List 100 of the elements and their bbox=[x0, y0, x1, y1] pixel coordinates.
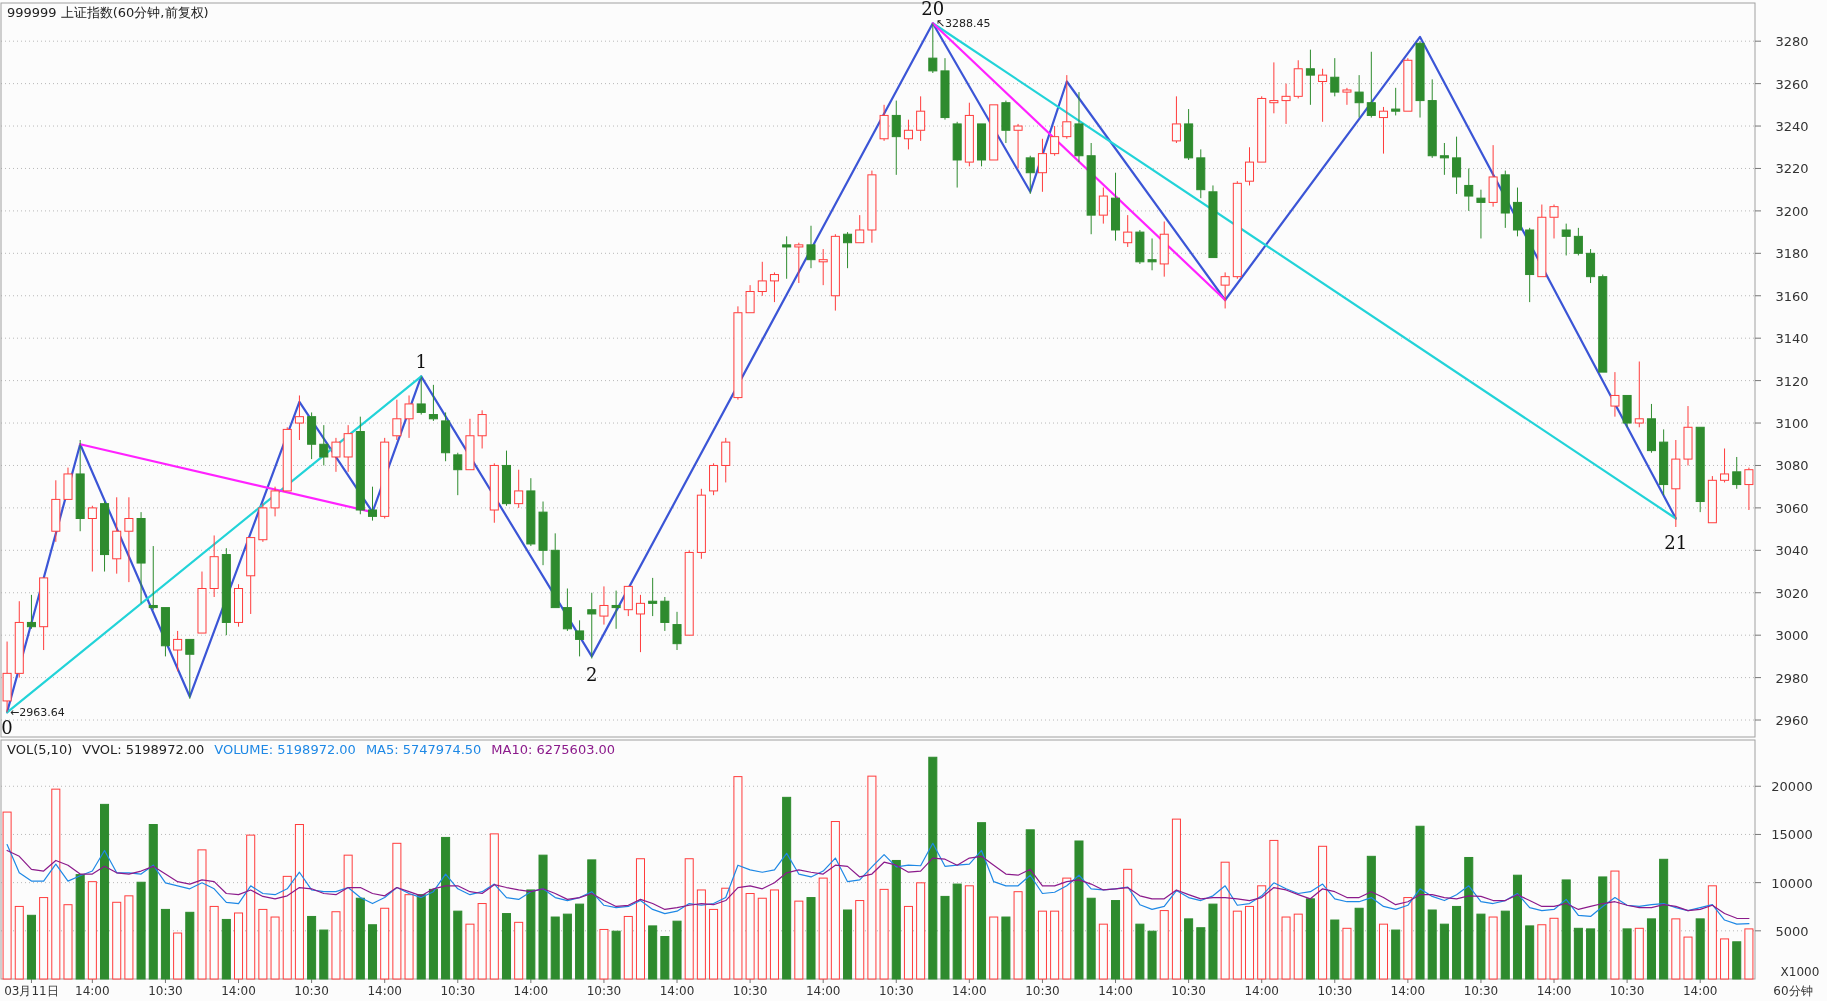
annotation: 1 bbox=[415, 351, 427, 373]
bar bbox=[879, 888, 889, 980]
bar bbox=[1415, 825, 1425, 980]
bar bbox=[1695, 918, 1705, 980]
bar bbox=[1171, 818, 1181, 980]
bar bbox=[124, 895, 134, 980]
bar bbox=[1257, 885, 1267, 980]
bar bbox=[660, 936, 670, 980]
bar bbox=[623, 915, 633, 980]
bar bbox=[1573, 927, 1583, 980]
text: MA10: 6275603.00 bbox=[491, 742, 616, 757]
annotation: 0 bbox=[1, 717, 13, 739]
x-tick-label: 14:00 bbox=[1390, 984, 1426, 998]
bar bbox=[1293, 913, 1303, 980]
x-tick-label: 14:00 bbox=[1244, 984, 1279, 998]
bar bbox=[611, 930, 621, 980]
bar bbox=[1098, 923, 1108, 980]
bar bbox=[75, 874, 85, 980]
y-tick-label: 3140 bbox=[1775, 331, 1809, 347]
bar bbox=[355, 897, 365, 980]
bar bbox=[1610, 870, 1620, 980]
annotation: 20 bbox=[921, 0, 945, 20]
bar bbox=[1135, 923, 1145, 980]
bar bbox=[855, 900, 865, 980]
bar bbox=[964, 885, 974, 980]
bar bbox=[441, 836, 451, 980]
bar bbox=[1683, 936, 1693, 980]
chart-title: VOL(5,10) bbox=[7, 742, 73, 757]
bar bbox=[1659, 858, 1669, 980]
annotation: 2 bbox=[586, 663, 598, 685]
bar bbox=[185, 911, 195, 980]
bar bbox=[806, 897, 816, 980]
bar bbox=[1318, 845, 1328, 980]
bar bbox=[343, 854, 353, 980]
bar bbox=[221, 918, 231, 980]
y-tick-label: 3180 bbox=[1775, 246, 1809, 262]
bar bbox=[709, 908, 719, 980]
x-tick-label: 14:00 bbox=[367, 984, 402, 998]
y-tick-label: 15000 bbox=[1771, 827, 1813, 843]
bar bbox=[818, 877, 828, 980]
bar bbox=[891, 859, 901, 980]
x-tick-label: 14:00 bbox=[805, 984, 841, 998]
bar bbox=[1013, 891, 1023, 980]
bar bbox=[112, 901, 122, 980]
bar bbox=[672, 920, 682, 980]
annotation: ←2963.64 bbox=[10, 706, 65, 720]
bar bbox=[1464, 856, 1474, 980]
bar bbox=[867, 775, 877, 980]
bar bbox=[1184, 918, 1194, 980]
bar bbox=[1561, 879, 1571, 980]
bar bbox=[1147, 930, 1157, 980]
bar bbox=[1720, 938, 1730, 980]
bar bbox=[282, 875, 292, 980]
bar bbox=[830, 821, 840, 980]
y-tick-label: 10000 bbox=[1771, 875, 1813, 891]
bar bbox=[1074, 840, 1084, 980]
bar bbox=[270, 916, 280, 980]
x-tick-label: 14:00 bbox=[1682, 984, 1718, 998]
bar bbox=[1634, 927, 1644, 980]
bar bbox=[416, 894, 426, 980]
y-tick-label: 3120 bbox=[1775, 373, 1809, 389]
x-tick-label: 10:30 bbox=[1463, 984, 1499, 998]
bar bbox=[1086, 897, 1096, 980]
bar bbox=[745, 893, 755, 980]
bar bbox=[1598, 876, 1608, 980]
bar bbox=[1732, 941, 1742, 980]
bar bbox=[1378, 923, 1389, 980]
y-tick-label: 2960 bbox=[1775, 713, 1809, 729]
bar bbox=[1452, 905, 1462, 980]
bar bbox=[903, 905, 913, 980]
bar bbox=[380, 907, 390, 980]
bar bbox=[51, 788, 61, 980]
bar bbox=[538, 854, 548, 980]
bar bbox=[1391, 929, 1401, 980]
bar bbox=[587, 859, 597, 980]
x-tick-label: 14:00 bbox=[513, 984, 549, 998]
bar bbox=[331, 911, 341, 980]
x-tick-label: 10:30 bbox=[1317, 984, 1353, 998]
bar bbox=[246, 834, 256, 980]
bar bbox=[769, 889, 779, 980]
bar bbox=[1330, 919, 1340, 980]
bar bbox=[63, 904, 73, 980]
bar bbox=[392, 842, 402, 980]
x-tick-label: 10:30 bbox=[148, 984, 183, 998]
y-tick-label: 3280 bbox=[1775, 34, 1809, 50]
bar bbox=[916, 882, 926, 980]
bar bbox=[404, 894, 414, 980]
text: X1000 bbox=[1780, 965, 1820, 979]
y-tick-label: 3000 bbox=[1775, 628, 1809, 644]
x-tick-label: 10:30 bbox=[732, 984, 768, 998]
bar bbox=[733, 776, 743, 980]
bar bbox=[428, 888, 438, 980]
bar bbox=[514, 921, 524, 980]
bar bbox=[1037, 910, 1047, 980]
x-tick-label: 10:30 bbox=[1025, 984, 1060, 998]
bar bbox=[477, 903, 487, 980]
bar bbox=[526, 889, 536, 980]
bar bbox=[39, 897, 49, 980]
y-tick-label: 3060 bbox=[1775, 500, 1809, 516]
bar bbox=[648, 925, 658, 980]
